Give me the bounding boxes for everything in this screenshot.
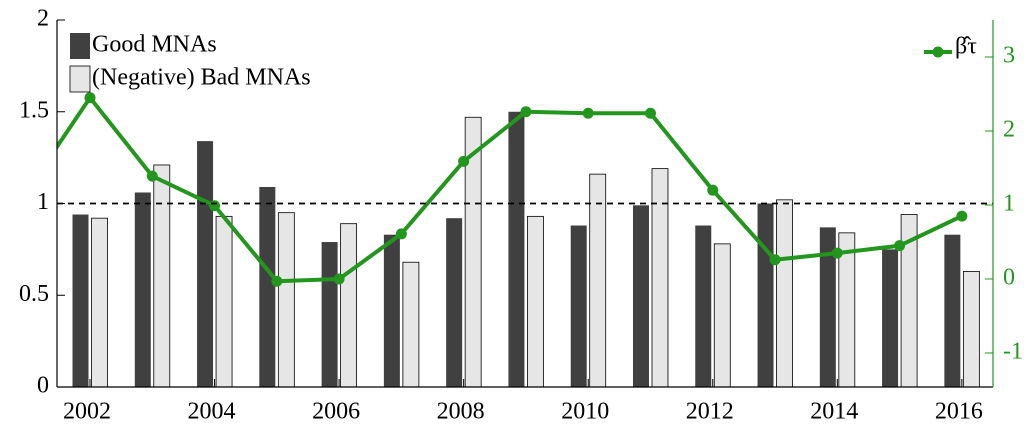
x-tick-label: 2006 xyxy=(312,399,360,425)
y-tick-label: 0 xyxy=(37,373,49,399)
x-tick-label: 2004 xyxy=(188,399,236,425)
line-marker xyxy=(84,92,96,104)
line-marker xyxy=(894,240,906,252)
legend-label: (Negative) Bad MNAs xyxy=(92,65,311,91)
bar xyxy=(651,168,669,387)
y2-tick-label: 1 xyxy=(1003,190,1015,216)
bar xyxy=(632,205,649,387)
bar xyxy=(259,186,276,387)
y-tick-label: 1.5 xyxy=(19,97,49,123)
bar xyxy=(91,217,108,387)
line-marker xyxy=(582,107,594,119)
bar xyxy=(838,232,856,387)
bar xyxy=(962,270,980,387)
x-tick-label: 2010 xyxy=(561,399,609,425)
bar xyxy=(819,227,836,387)
bar xyxy=(757,203,774,387)
bar xyxy=(340,223,358,387)
bar xyxy=(570,225,587,387)
y2-tick-label: 3 xyxy=(1003,42,1015,68)
bar xyxy=(321,242,338,387)
line-marker xyxy=(644,107,656,119)
bar xyxy=(153,164,171,387)
line-marker xyxy=(146,170,158,182)
x-tick-label: 2016 xyxy=(935,399,983,425)
line-marker xyxy=(333,273,345,285)
line-series xyxy=(57,95,963,284)
bar xyxy=(944,234,961,387)
bar xyxy=(527,215,544,387)
bar xyxy=(776,199,793,387)
bar xyxy=(134,192,151,387)
plot-area xyxy=(22,92,980,387)
bar xyxy=(900,214,918,387)
bar xyxy=(72,214,89,387)
legend-marker xyxy=(932,46,944,58)
bar xyxy=(383,234,400,387)
legend-label: Good MNAs xyxy=(92,32,217,58)
legend-label: β̂τ xyxy=(955,34,977,60)
y-tick-label: 2 xyxy=(37,6,49,32)
line-marker xyxy=(22,185,33,196)
line-marker xyxy=(520,106,532,118)
bar xyxy=(215,215,233,387)
bar xyxy=(589,173,607,387)
line-marker xyxy=(831,247,843,259)
legend-swatch xyxy=(70,33,90,59)
y-tick-label: 0.5 xyxy=(19,281,49,307)
legend-swatch xyxy=(69,65,91,93)
y2-tick-label: -1 xyxy=(1003,338,1023,364)
x-tick-label: 2008 xyxy=(437,399,485,425)
y2-tick-label: 0 xyxy=(1003,264,1015,290)
y-tick-label: 1 xyxy=(37,189,49,215)
line-marker xyxy=(271,275,283,287)
bar xyxy=(402,261,420,387)
bar xyxy=(446,218,463,387)
line-marker xyxy=(769,254,781,266)
bar xyxy=(277,212,295,387)
bar xyxy=(695,225,712,387)
line-marker xyxy=(458,155,470,167)
bar xyxy=(197,141,214,387)
line-marker xyxy=(956,210,968,222)
bar xyxy=(882,249,899,387)
x-tick-label: 2002 xyxy=(63,399,111,425)
bar xyxy=(713,243,731,387)
line-marker xyxy=(209,200,221,212)
bar xyxy=(508,111,525,387)
line-marker xyxy=(707,184,719,196)
x-tick-label: 2012 xyxy=(686,399,734,425)
x-tick-label: 2014 xyxy=(810,399,858,425)
line-marker xyxy=(395,228,407,240)
y2-tick-label: 2 xyxy=(1003,116,1015,142)
